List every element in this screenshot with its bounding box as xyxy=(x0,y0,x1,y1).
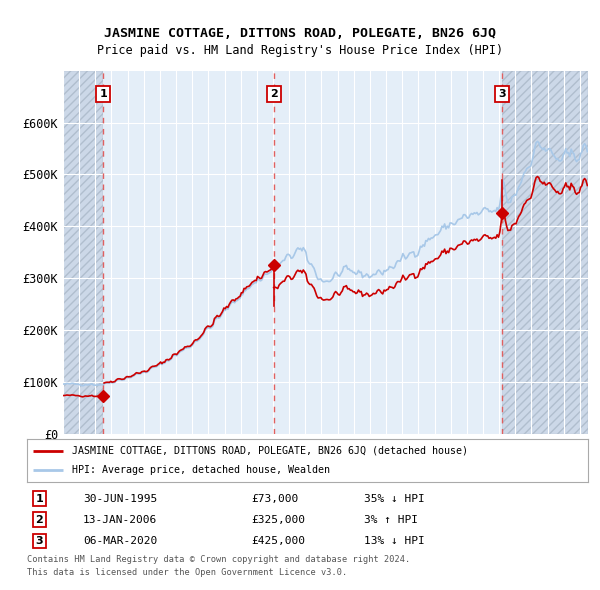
Bar xyxy=(103,71,274,434)
Text: £73,000: £73,000 xyxy=(251,494,299,504)
Text: This data is licensed under the Open Government Licence v3.0.: This data is licensed under the Open Gov… xyxy=(27,568,347,576)
Text: 1: 1 xyxy=(100,90,107,99)
Text: JASMINE COTTAGE, DITTONS ROAD, POLEGATE, BN26 6JQ: JASMINE COTTAGE, DITTONS ROAD, POLEGATE,… xyxy=(104,27,496,40)
Text: 06-MAR-2020: 06-MAR-2020 xyxy=(83,536,157,546)
Bar xyxy=(502,71,588,434)
Text: 2: 2 xyxy=(35,515,43,525)
Text: 13% ↓ HPI: 13% ↓ HPI xyxy=(364,536,424,546)
Text: 35% ↓ HPI: 35% ↓ HPI xyxy=(364,494,424,504)
Text: HPI: Average price, detached house, Wealden: HPI: Average price, detached house, Weal… xyxy=(72,466,330,476)
Text: Price paid vs. HM Land Registry's House Price Index (HPI): Price paid vs. HM Land Registry's House … xyxy=(97,44,503,57)
Text: 30-JUN-1995: 30-JUN-1995 xyxy=(83,494,157,504)
Bar xyxy=(63,71,103,434)
Text: Contains HM Land Registry data © Crown copyright and database right 2024.: Contains HM Land Registry data © Crown c… xyxy=(27,555,410,563)
Text: 1: 1 xyxy=(35,494,43,504)
Text: 3: 3 xyxy=(35,536,43,546)
Text: 2: 2 xyxy=(270,90,278,99)
Text: 3% ↑ HPI: 3% ↑ HPI xyxy=(364,515,418,525)
Bar xyxy=(502,71,588,434)
Text: £325,000: £325,000 xyxy=(251,515,305,525)
Bar xyxy=(274,71,502,434)
Text: £425,000: £425,000 xyxy=(251,536,305,546)
Text: 13-JAN-2006: 13-JAN-2006 xyxy=(83,515,157,525)
Text: JASMINE COTTAGE, DITTONS ROAD, POLEGATE, BN26 6JQ (detached house): JASMINE COTTAGE, DITTONS ROAD, POLEGATE,… xyxy=(72,445,468,455)
Bar xyxy=(63,71,103,434)
Text: 3: 3 xyxy=(499,90,506,99)
